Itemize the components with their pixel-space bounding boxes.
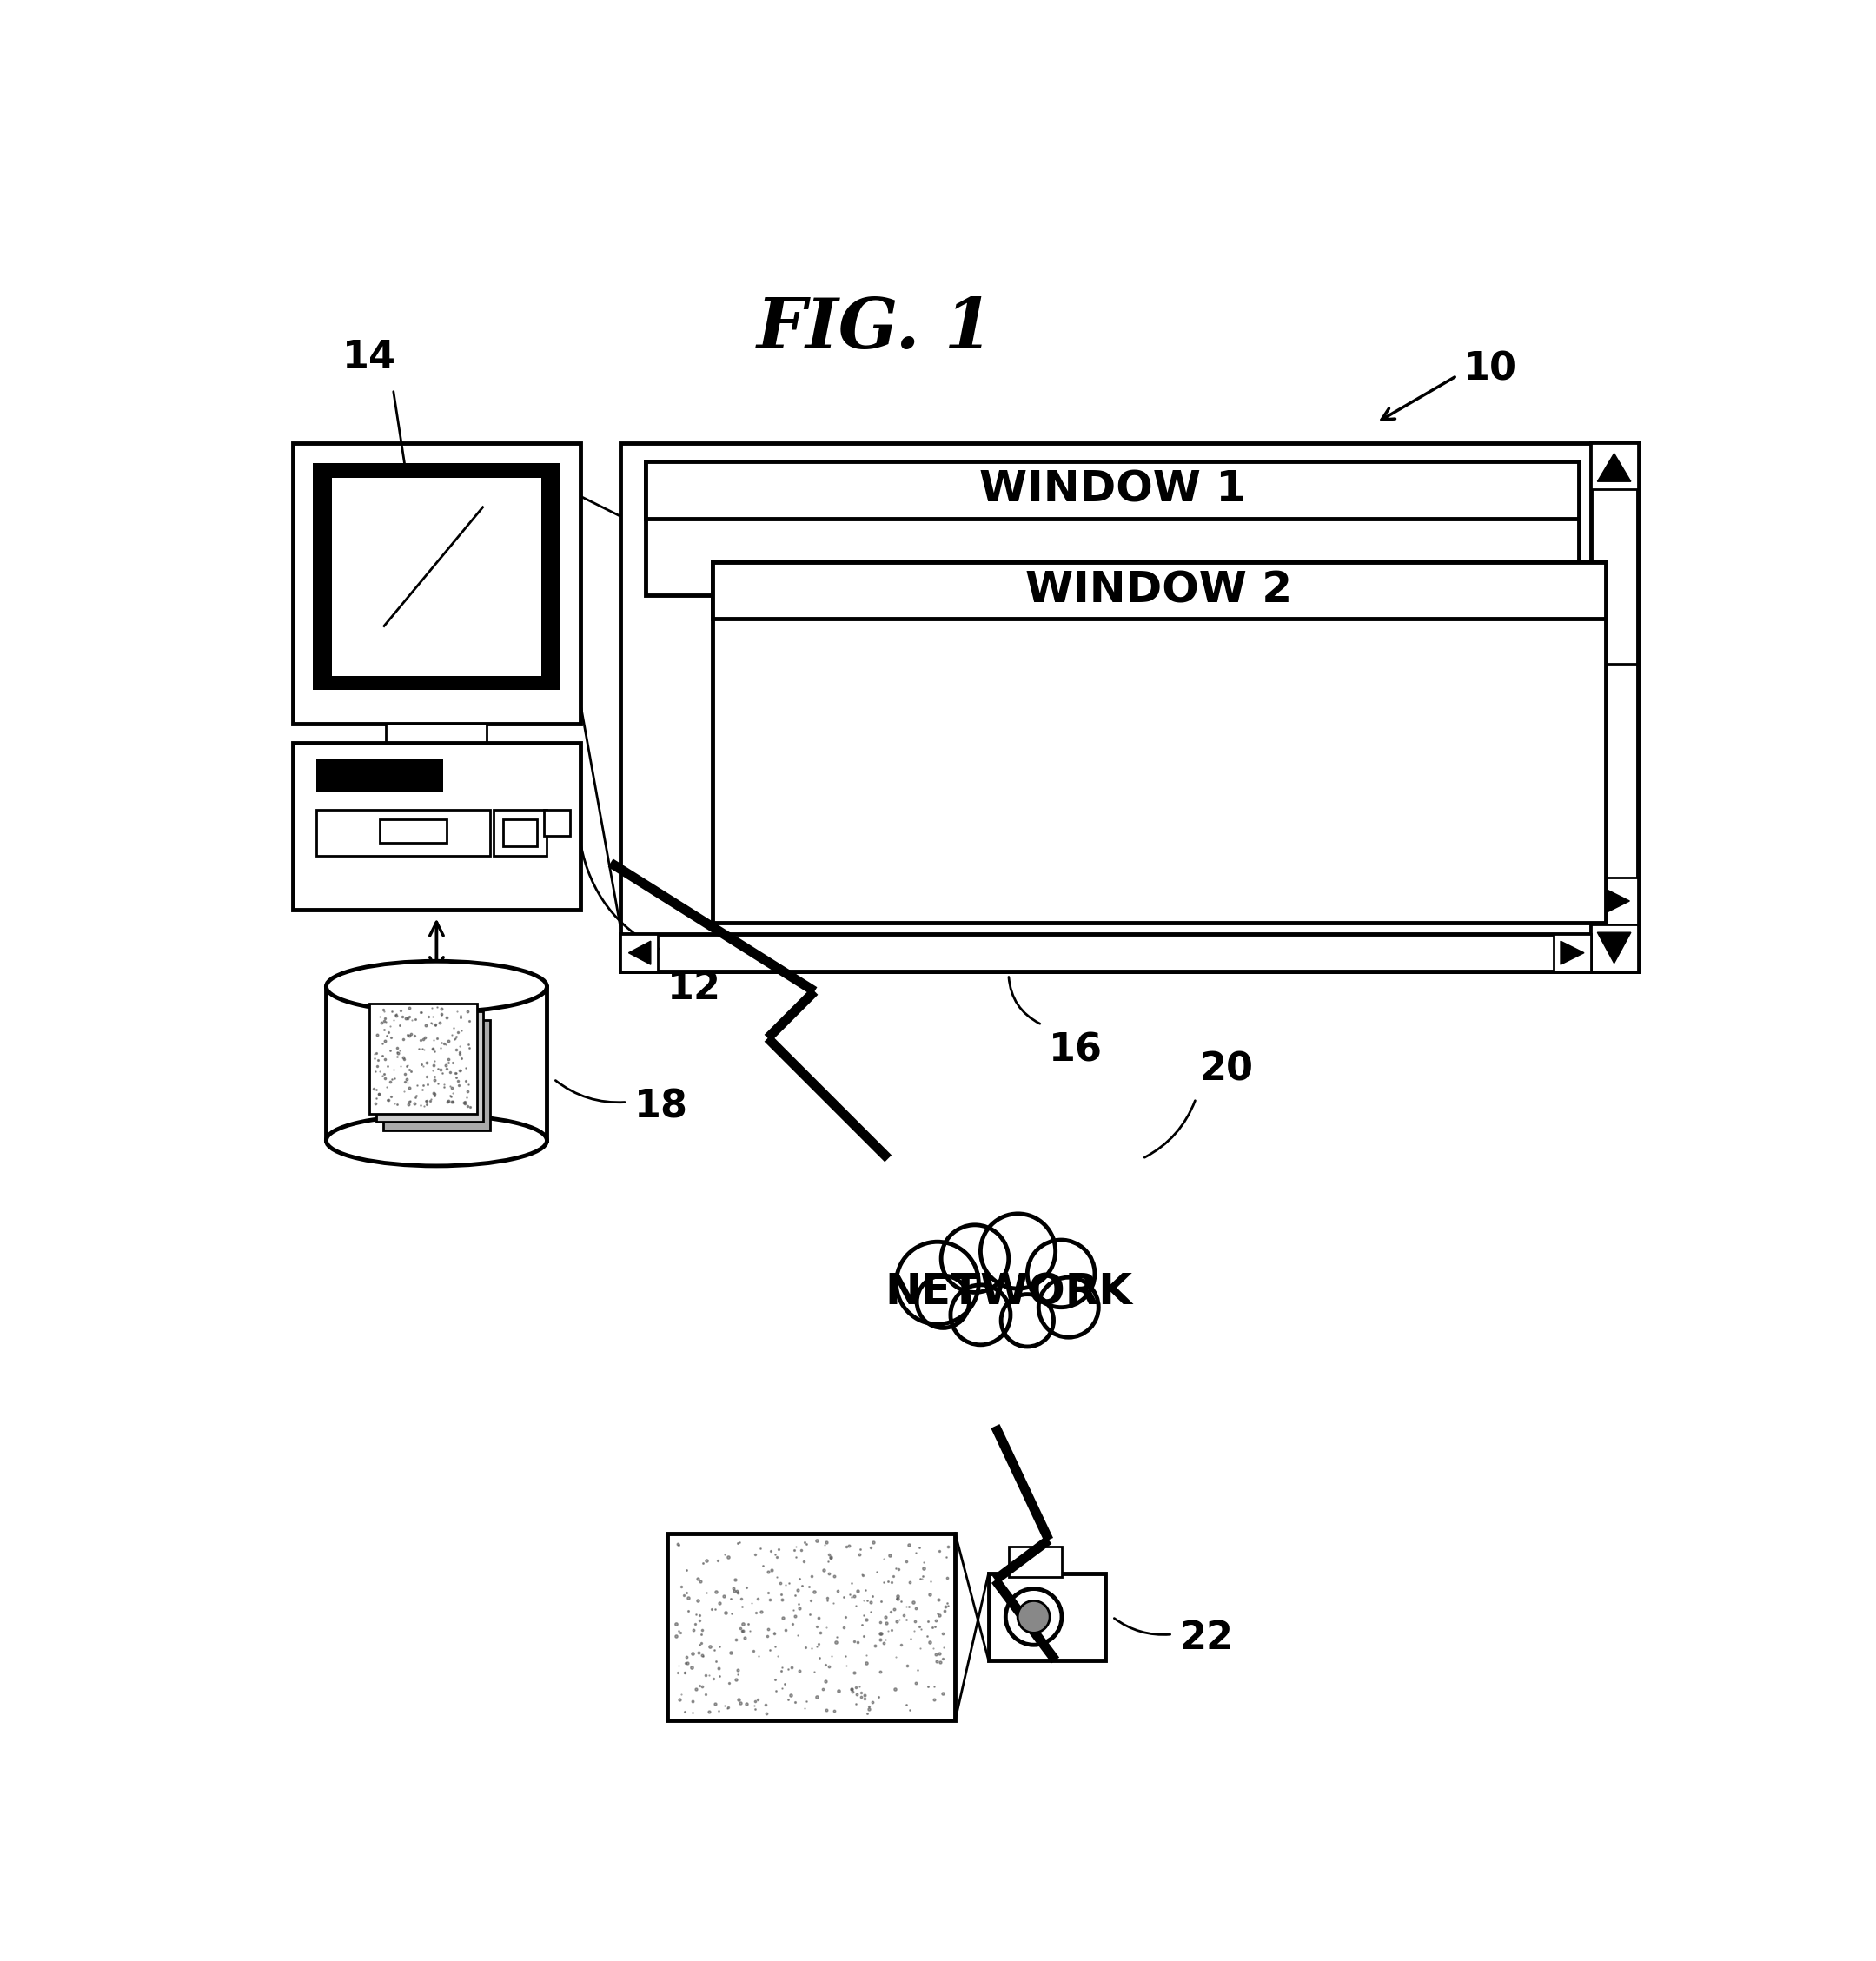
Text: WINDOW 1: WINDOW 1: [979, 469, 1246, 510]
Text: 10: 10: [1463, 351, 1518, 388]
Bar: [493, 810, 548, 857]
Bar: [293, 443, 580, 724]
Circle shape: [1017, 1600, 1051, 1634]
Bar: [1553, 935, 1591, 971]
Text: NETWORK: NETWORK: [885, 1271, 1133, 1314]
Bar: [1591, 443, 1638, 971]
Text: WINDOW 2: WINDOW 2: [1026, 569, 1293, 612]
Bar: [317, 759, 443, 792]
Polygon shape: [628, 941, 651, 965]
Text: 16: 16: [1049, 1031, 1103, 1069]
Bar: [1009, 1547, 1062, 1577]
Bar: [326, 986, 548, 1141]
Polygon shape: [1596, 453, 1630, 482]
Bar: [668, 1534, 955, 1720]
Bar: [989, 1573, 1105, 1661]
Bar: [383, 1020, 490, 1130]
Bar: [313, 463, 561, 690]
Circle shape: [942, 1226, 1009, 1292]
Bar: [1591, 443, 1638, 490]
Ellipse shape: [326, 1116, 548, 1167]
Bar: [645, 461, 1580, 518]
Bar: [621, 935, 657, 971]
Text: 18: 18: [634, 1088, 688, 1126]
Ellipse shape: [326, 961, 548, 1012]
Bar: [317, 810, 490, 857]
Text: 20: 20: [1199, 1051, 1253, 1088]
Bar: [370, 1004, 477, 1114]
Text: 12: 12: [668, 971, 720, 1008]
Circle shape: [1002, 1294, 1054, 1347]
Bar: [332, 478, 542, 675]
Bar: [503, 820, 537, 845]
Bar: [713, 561, 1606, 922]
Bar: [645, 461, 1580, 596]
Text: 14: 14: [343, 339, 396, 377]
Bar: [713, 561, 1606, 618]
Circle shape: [1039, 1277, 1099, 1337]
Polygon shape: [1596, 931, 1630, 963]
Bar: [377, 1012, 484, 1122]
Bar: [1591, 924, 1638, 971]
Text: 22: 22: [1180, 1620, 1233, 1657]
Polygon shape: [1598, 886, 1630, 916]
Bar: [293, 743, 580, 910]
Circle shape: [981, 1214, 1056, 1288]
Bar: [621, 935, 1591, 971]
Circle shape: [917, 1275, 970, 1328]
Circle shape: [897, 1241, 979, 1324]
Circle shape: [1006, 1588, 1062, 1645]
Circle shape: [1028, 1239, 1096, 1308]
Bar: [1591, 879, 1638, 924]
Bar: [386, 724, 488, 743]
Circle shape: [951, 1284, 1011, 1345]
Ellipse shape: [882, 1235, 1135, 1349]
Polygon shape: [1561, 941, 1583, 965]
Text: FIG. 1: FIG. 1: [756, 296, 992, 363]
Bar: [621, 443, 1638, 971]
Bar: [544, 810, 570, 835]
Bar: [379, 820, 446, 843]
